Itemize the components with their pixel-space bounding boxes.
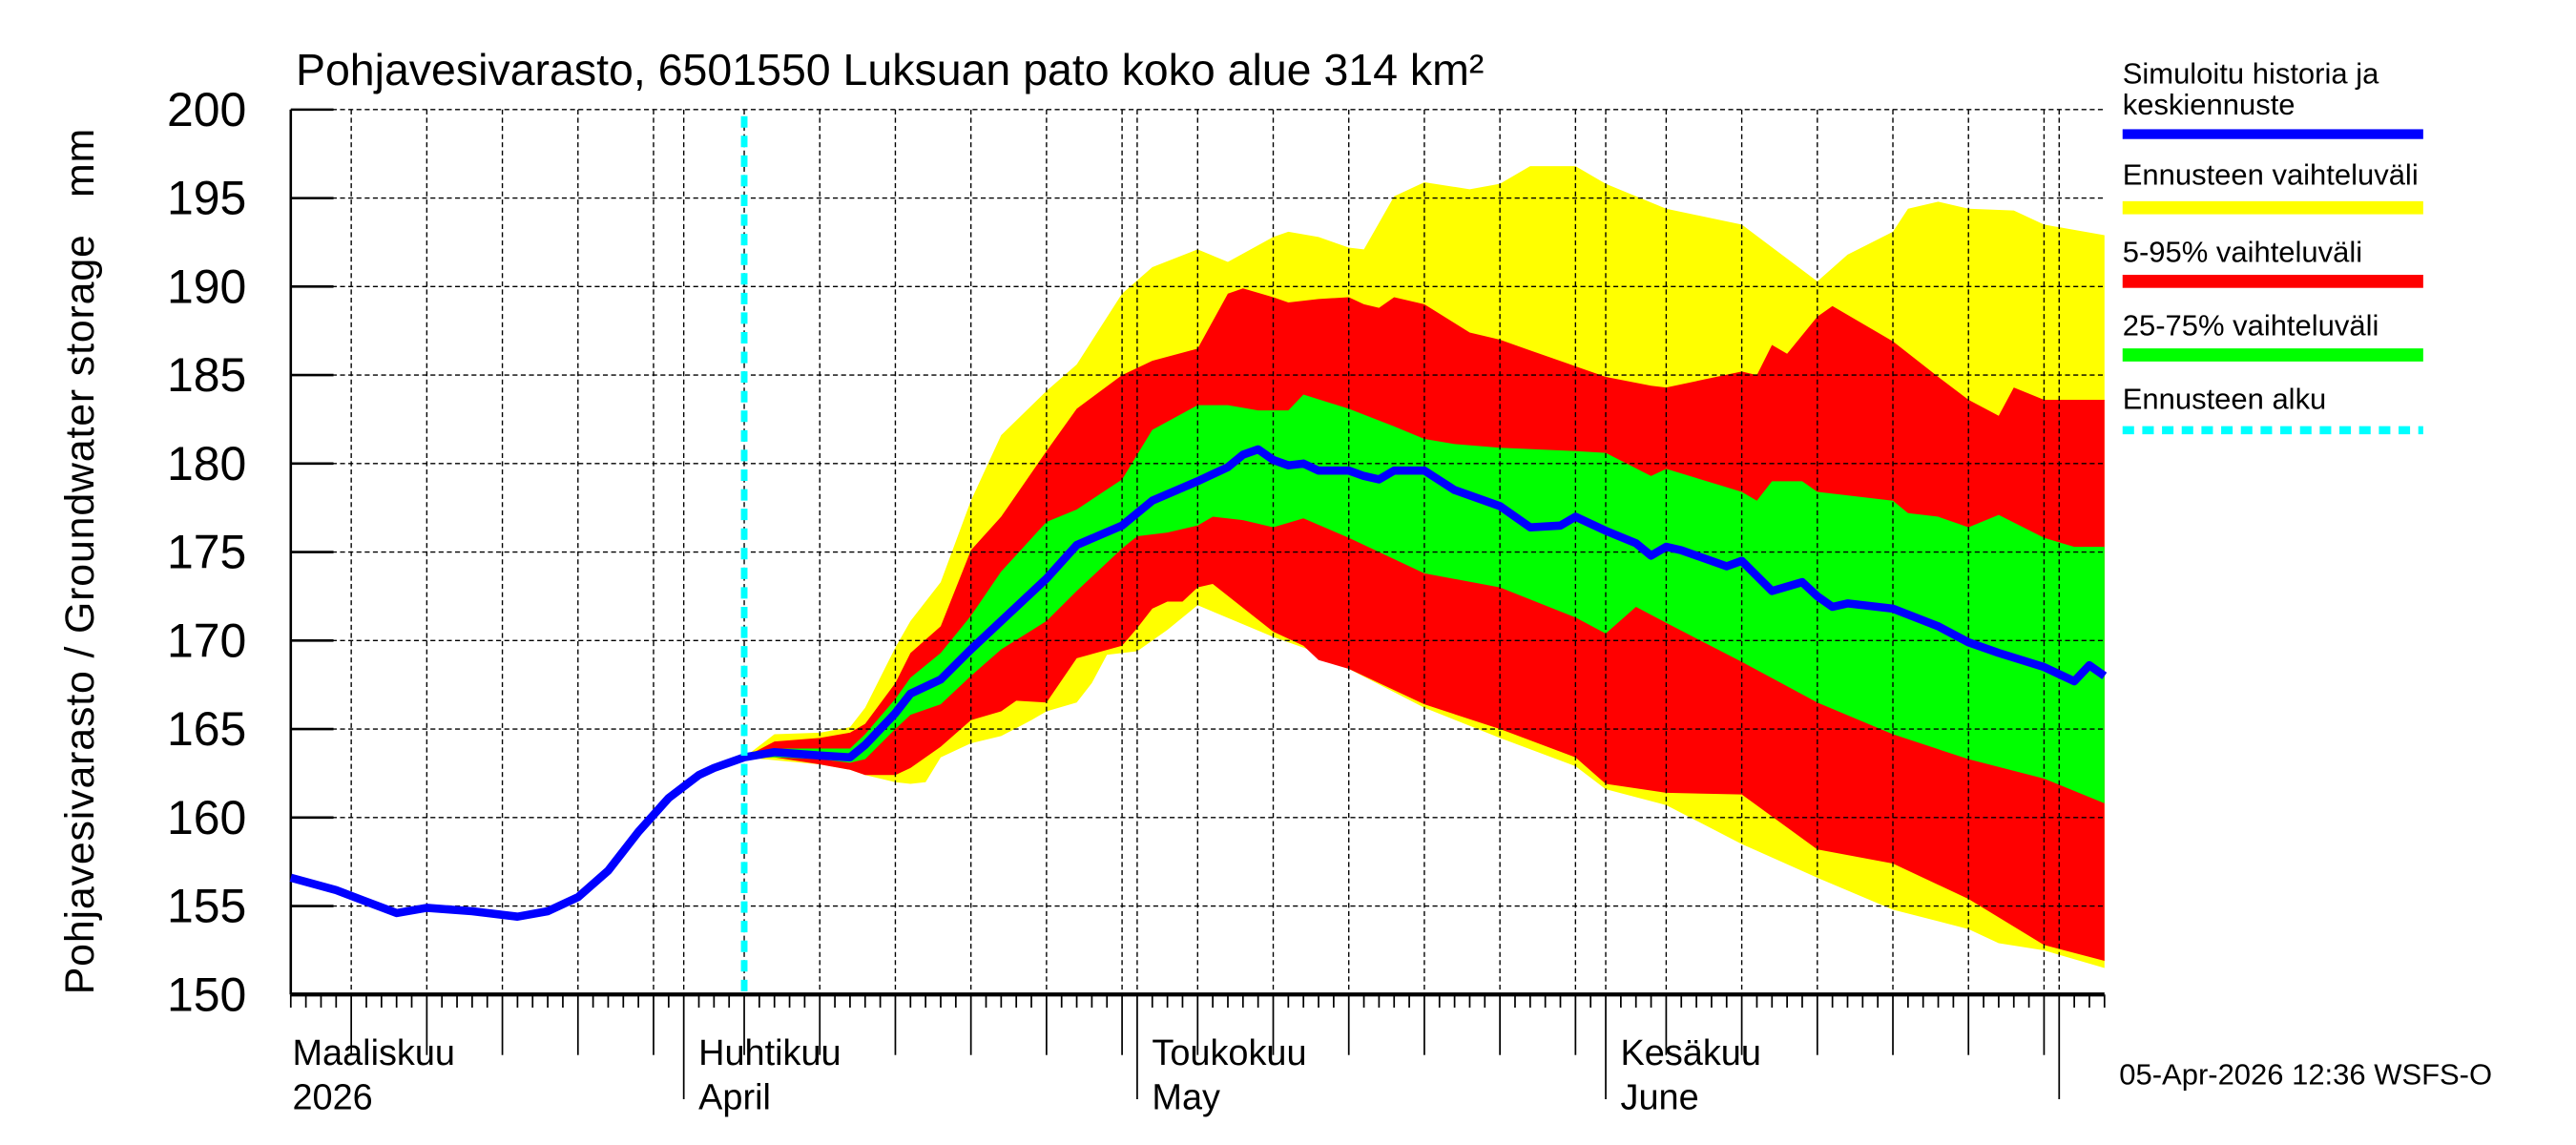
y-tick-label: 175 xyxy=(167,526,246,579)
y-tick-label: 190 xyxy=(167,260,246,314)
month-label-fi: Kesäkuu xyxy=(1621,1033,1761,1073)
month-label-en: June xyxy=(1621,1077,1699,1117)
legend-label-range-25-75: 25-75% vaihteluväli xyxy=(2123,308,2379,342)
y-tick-labels: 150 155 160 165 170 175 180 185 190 195 200 xyxy=(167,83,246,1021)
y-tick-label: 150 xyxy=(167,968,246,1022)
grid-lines xyxy=(290,109,2105,995)
chart-title: Pohjavesivarasto, 6501550 Luksuan pato k… xyxy=(296,45,1484,94)
timestamp: 05-Apr-2026 12:36 WSFS-O xyxy=(2119,1058,2492,1092)
month-label-en: May xyxy=(1152,1077,1220,1117)
y-tick-label: 180 xyxy=(167,437,246,490)
band-range-25-75 xyxy=(744,394,2105,803)
legend-label-median-2: keskiennuste xyxy=(2123,88,2296,121)
legend-swatch-median xyxy=(2122,129,2423,139)
y-tick-label: 165 xyxy=(167,702,246,756)
legend-swatch-range-25-75 xyxy=(2122,348,2423,362)
legend-label-range-5-95: 5-95% vaihteluväli xyxy=(2123,235,2362,268)
legend-label-median-1: Simuloitu historia ja xyxy=(2123,56,2379,90)
legend-swatch-range-5-95 xyxy=(2122,275,2423,288)
band-range-5-95 xyxy=(744,288,2105,961)
y-tick-label: 160 xyxy=(167,791,246,844)
legend-label-forecast-start: Ennusteen alku xyxy=(2123,383,2327,416)
forecast-bands xyxy=(744,166,2105,968)
y-tick-label: 195 xyxy=(167,172,246,225)
month-label-fi: Maaliskuu xyxy=(293,1033,455,1073)
month-label-fi: Toukokuu xyxy=(1152,1033,1306,1073)
y-tick-label: 155 xyxy=(167,880,246,933)
series-median-line xyxy=(289,445,2108,921)
month-label-fi: Huhtikuu xyxy=(698,1033,841,1073)
month-label-en: 2026 xyxy=(293,1077,373,1117)
series-lines xyxy=(289,115,2108,995)
y-tick-label: 200 xyxy=(167,83,246,136)
y-tick-label: 185 xyxy=(167,348,246,402)
month-label-en: April xyxy=(698,1077,771,1117)
legend-swatch-range-full xyxy=(2122,200,2423,215)
axes xyxy=(289,108,2106,1099)
y-tick-label: 170 xyxy=(167,614,246,668)
legend-label-range-full: Ennusteen vaihteluväli xyxy=(2123,158,2419,192)
legend: Simuloitu historia ja keskiennuste Ennus… xyxy=(2122,56,2423,435)
y-axis-label: Pohjavesivarasto / Groundwater storage m… xyxy=(57,128,103,994)
